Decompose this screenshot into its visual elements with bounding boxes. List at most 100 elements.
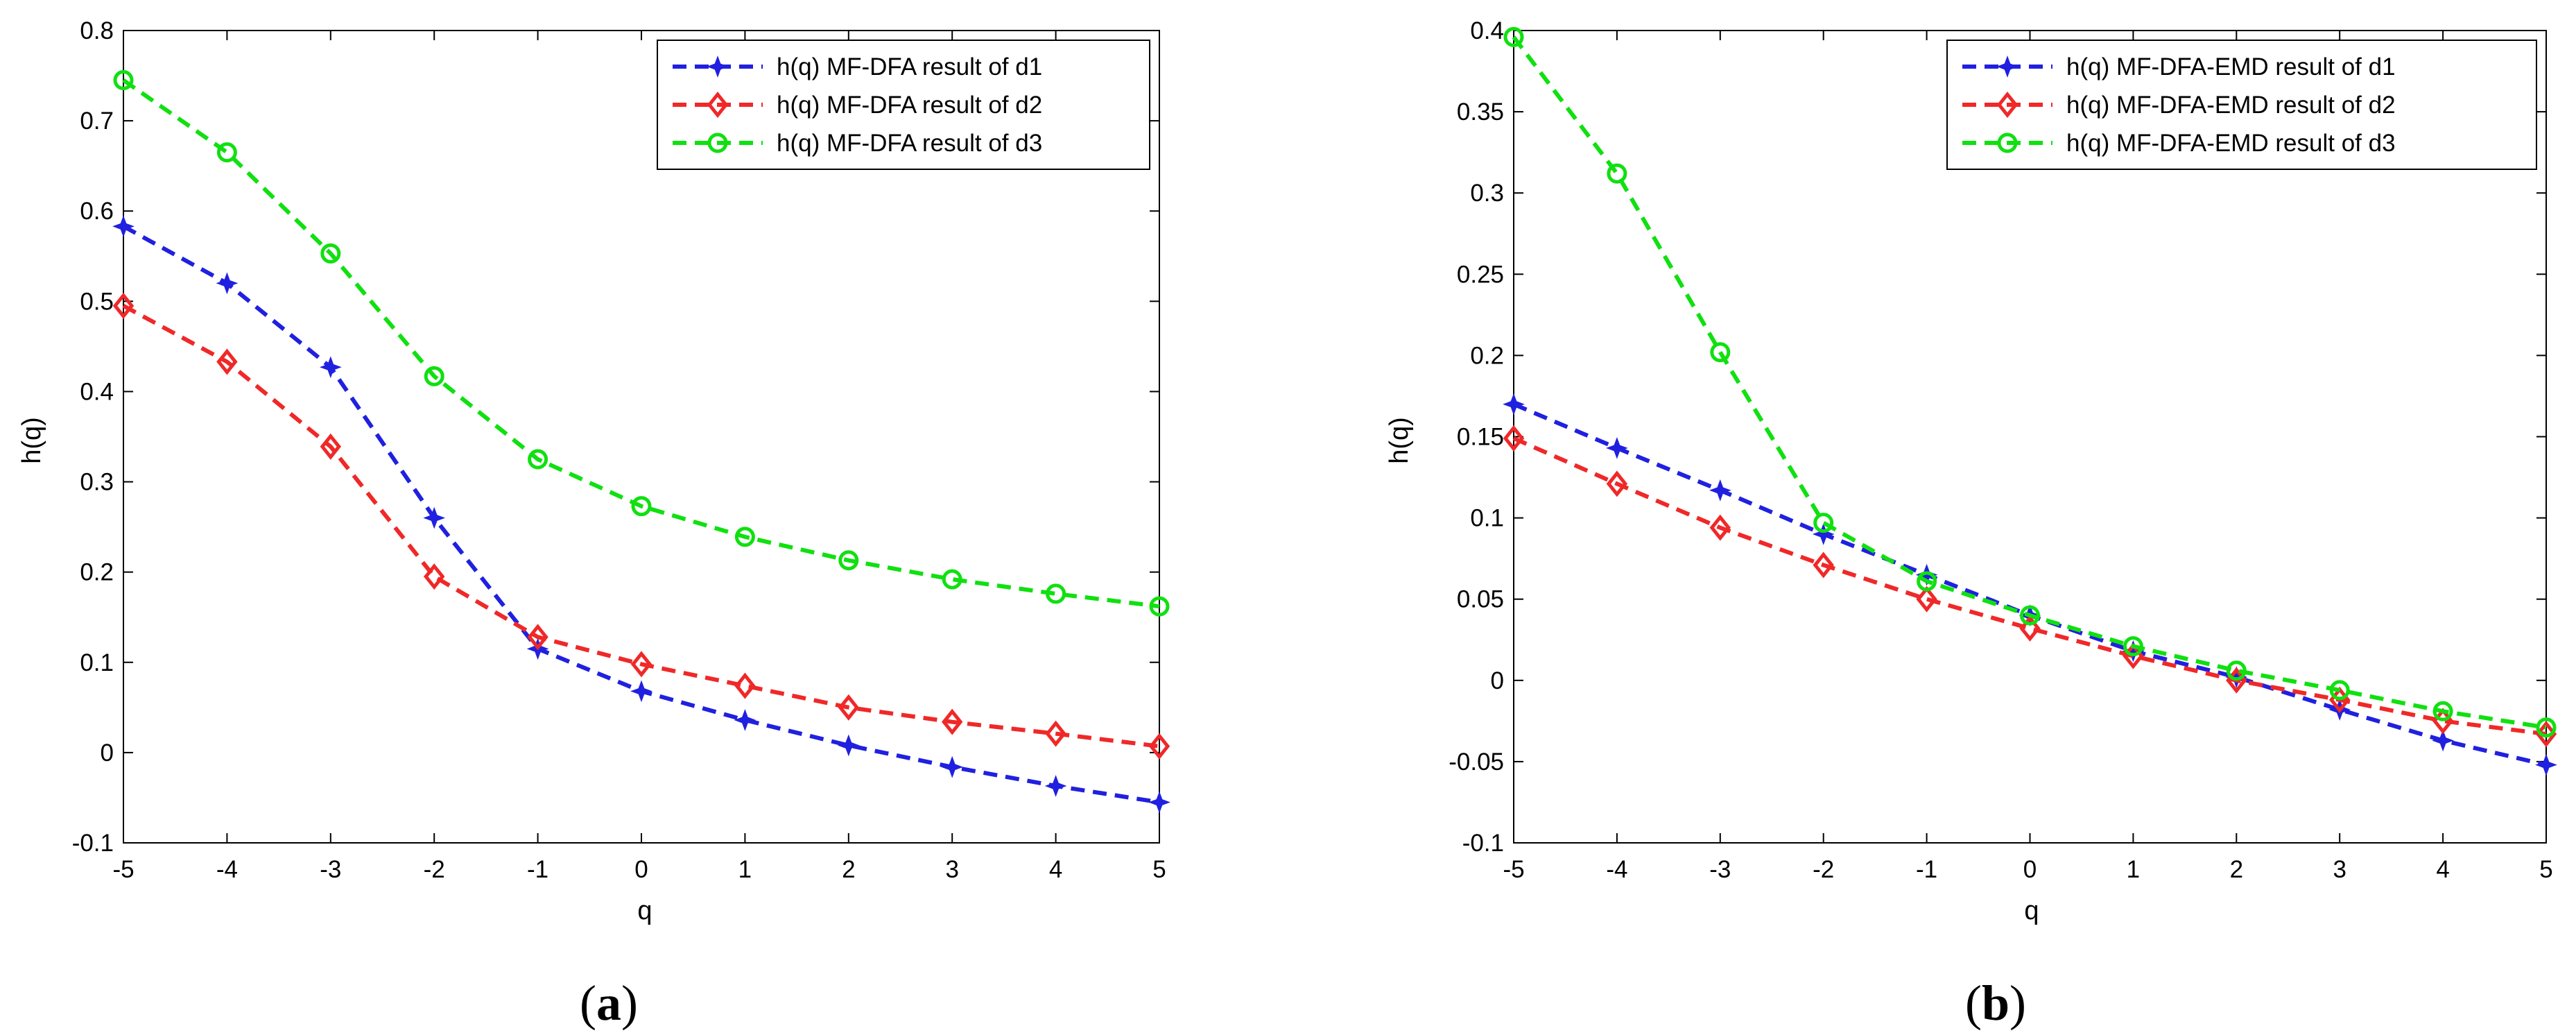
data-point-series-1 xyxy=(216,272,239,295)
series-line-2 xyxy=(122,304,1160,749)
data-point-series-1 xyxy=(2535,753,2557,776)
data-point-series-1 xyxy=(630,680,652,703)
data-point-series-1 xyxy=(734,709,757,731)
x-tick-label: -1 xyxy=(527,856,548,883)
data-point-series-2 xyxy=(423,563,445,590)
data-point-series-2 xyxy=(734,672,756,699)
x-tick-label: 0 xyxy=(2023,856,2037,883)
series-line-2 xyxy=(1512,436,2547,737)
data-point-series-3 xyxy=(216,142,237,163)
y-tick-label: -0.1 xyxy=(1462,830,1504,857)
data-point-series-2 xyxy=(838,694,860,721)
legend-marker-2 xyxy=(1996,91,2019,119)
x-tick-label: -1 xyxy=(1916,856,1937,883)
data-point-series-3 xyxy=(1917,571,1937,592)
x-tick-label: 0 xyxy=(634,856,648,883)
y-tick-label: 0.4 xyxy=(80,378,114,405)
y-tick-label: 0.6 xyxy=(80,198,114,225)
y-tick-label: 0 xyxy=(1491,667,1504,694)
data-point-series-2 xyxy=(941,708,963,735)
y-tick-label: 0.7 xyxy=(80,108,114,135)
data-point-series-1 xyxy=(1044,775,1067,797)
x-tick-label: -3 xyxy=(1709,856,1731,883)
data-point-series-3 xyxy=(1503,26,1524,47)
data-point-series-3 xyxy=(2329,680,2350,701)
legend: h(q) MF-DFA-EMD result of d1 h(q) MF-DFA-… xyxy=(1946,40,2537,170)
data-point-series-3 xyxy=(528,449,548,470)
data-point-series-3 xyxy=(942,569,962,590)
x-axis-label-b: q xyxy=(2024,896,2039,925)
data-point-series-1 xyxy=(837,734,860,757)
x-tick-label: -2 xyxy=(424,856,445,883)
legend: h(q) MF-DFA result of d1 h(q) MF-DFA resu… xyxy=(657,40,1150,170)
data-point-series-3 xyxy=(424,366,444,386)
y-tick-label: 0.05 xyxy=(1457,586,1504,613)
data-point-series-2 xyxy=(1503,425,1525,452)
data-point-series-3 xyxy=(113,70,134,91)
data-point-series-1 xyxy=(1812,523,1835,545)
data-point-series-2 xyxy=(112,292,135,319)
x-tick-label: -5 xyxy=(1503,856,1524,883)
data-point-series-1 xyxy=(423,506,446,529)
y-tick-label: -0.1 xyxy=(72,830,114,857)
data-point-series-2 xyxy=(2019,615,2041,642)
x-tick-label: 2 xyxy=(2230,856,2243,883)
data-point-series-2 xyxy=(2535,721,2557,748)
x-tick-label: 4 xyxy=(2436,856,2449,883)
chart-b: -5 -4 -3 -2 -1 0 1 2 3 4 5 -0.1 -0.05 0 0.05 0.1 0.15 0.2… xyxy=(1385,17,2557,1031)
y-tick-label: -0.05 xyxy=(1449,749,1504,776)
y-tick-label: 0.3 xyxy=(80,469,114,496)
y-tick-label: 0.25 xyxy=(1457,261,1504,288)
y-axis-label-a: h(q) xyxy=(17,417,46,464)
data-point-series-3 xyxy=(2536,717,2557,738)
data-point-series-3 xyxy=(2226,660,2247,681)
y-tick-label: 0.15 xyxy=(1457,424,1504,451)
data-point-series-2 xyxy=(527,624,548,651)
x-tick-label: 2 xyxy=(842,856,855,883)
caption-b: (b) xyxy=(1965,975,2026,1031)
legend-label-1: h(q) MF-DFA result of d1 xyxy=(777,53,1042,80)
legend-label-3: h(q) MF-DFA-EMD result of d3 xyxy=(2066,130,2396,157)
data-point-series-2 xyxy=(216,348,238,375)
data-point-series-3 xyxy=(631,496,652,517)
data-point-series-1 xyxy=(1503,393,1525,416)
data-point-series-2 xyxy=(1709,514,1731,541)
data-point-series-3 xyxy=(1046,583,1066,604)
x-tick-label: -4 xyxy=(216,856,238,883)
y-tick-label: 0.5 xyxy=(80,288,114,315)
legend-label-1: h(q) MF-DFA-EMD result of d1 xyxy=(2066,53,2396,80)
data-point-series-2 xyxy=(1606,470,1628,497)
y-tick-label: 0.35 xyxy=(1457,99,1504,126)
x-tick-label: -4 xyxy=(1606,856,1627,883)
x-axis-label-a: q xyxy=(637,896,652,925)
data-point-series-1 xyxy=(1709,479,1731,502)
y-tick-label: 0.8 xyxy=(80,17,114,44)
data-point-series-1 xyxy=(112,215,135,238)
data-point-series-1 xyxy=(1606,437,1628,459)
data-point-series-1 xyxy=(941,755,964,778)
data-point-series-2 xyxy=(630,651,652,678)
data-point-series-1 xyxy=(1148,791,1170,814)
legend-label-2: h(q) MF-DFA result of d2 xyxy=(777,92,1042,119)
data-point-series-2 xyxy=(1045,720,1066,747)
y-tick-label: 0.2 xyxy=(1470,342,1504,369)
y-tick-label: 0.4 xyxy=(1470,17,1504,44)
data-point-series-3 xyxy=(1607,163,1627,184)
data-point-series-2 xyxy=(1916,585,1937,613)
legend-marker-2 xyxy=(707,91,729,119)
data-point-series-3 xyxy=(2432,701,2453,721)
caption-letter-b: b xyxy=(1982,975,2009,1031)
x-tick-label: 1 xyxy=(738,856,752,883)
data-point-series-3 xyxy=(2020,605,2040,626)
plot-area-a: -5 -4 -3 -2 -1 0 1 2 3 4 5 -0.1 0 0.1 0.2 0.3 0.4 0.5 0.6 0… xyxy=(72,17,1170,883)
y-tick-label: 0.1 xyxy=(1470,505,1504,532)
x-tick-label: -2 xyxy=(1813,856,1834,883)
caption-a: (a) xyxy=(580,975,638,1031)
y-tick-label: 0.3 xyxy=(1470,180,1504,207)
legend-marker-1 xyxy=(707,55,729,78)
data-point-series-2 xyxy=(320,433,342,460)
data-point-series-2 xyxy=(1813,551,1834,579)
legend-label-2: h(q) MF-DFA-EMD result of d2 xyxy=(2066,92,2396,119)
data-point-series-1 xyxy=(319,356,342,379)
